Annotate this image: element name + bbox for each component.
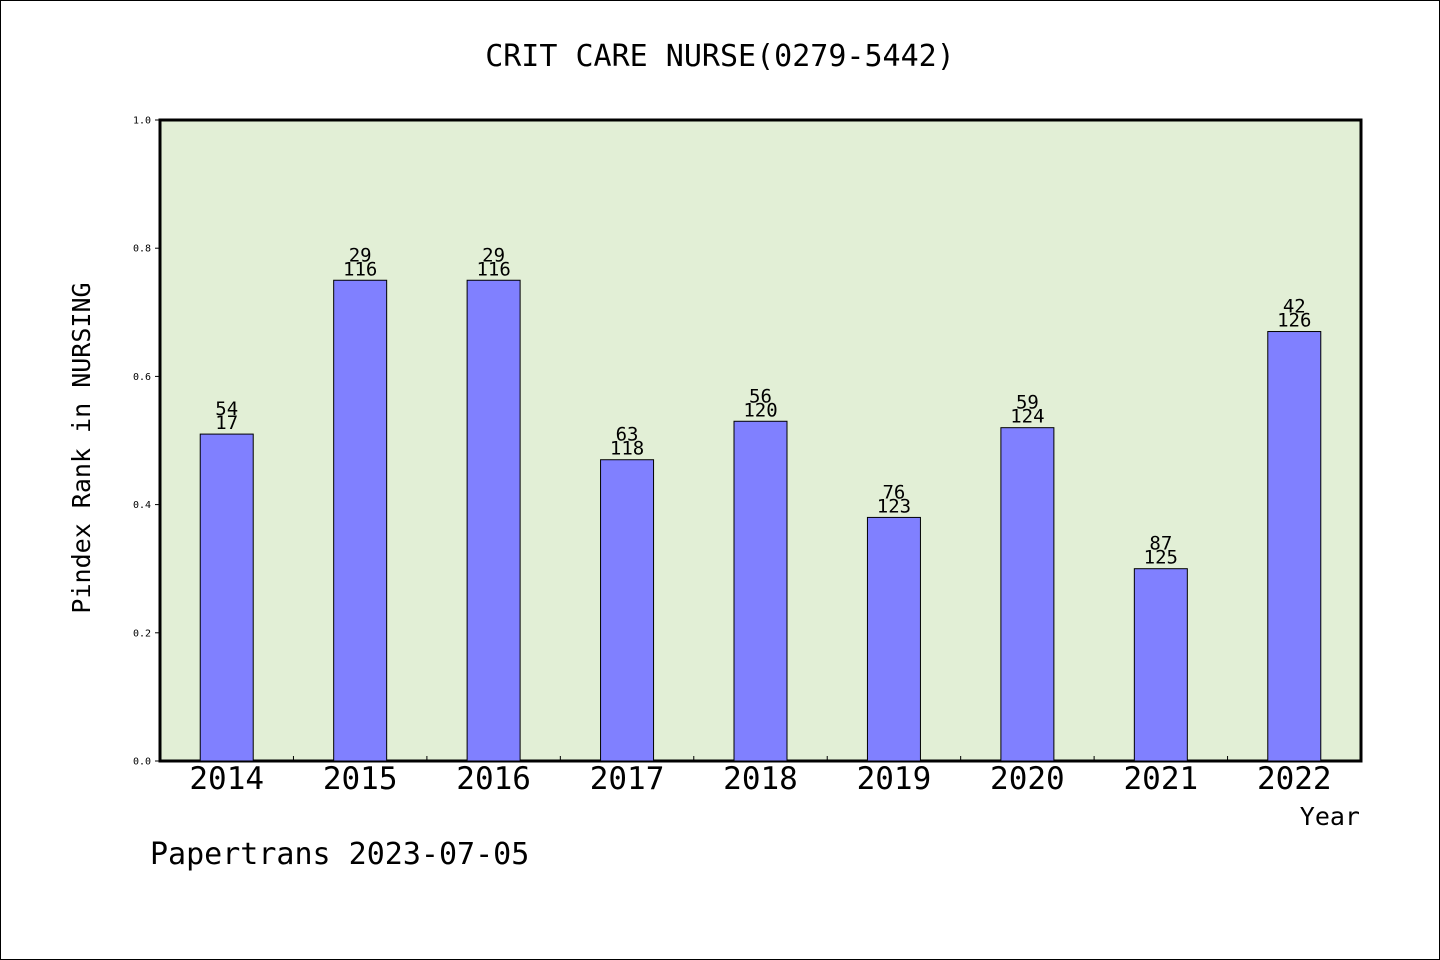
y-tick-label: 0.4	[133, 500, 151, 511]
x-axis-label: Year	[1300, 802, 1360, 831]
x-tick-label: 2019	[857, 761, 932, 797]
bar	[1000, 427, 1055, 762]
y-tick-label: 0.6	[133, 372, 151, 383]
x-tick-label: 2018	[723, 761, 798, 797]
bar	[1133, 568, 1188, 762]
y-tick-label: 0.0	[133, 757, 151, 768]
bar	[466, 279, 521, 762]
bar-total-label: 116	[476, 258, 510, 280]
bar	[600, 459, 655, 762]
x-tick-label: 2014	[189, 761, 264, 797]
bar	[1267, 331, 1322, 762]
bars	[199, 279, 1322, 762]
y-tick-label: 1.0	[133, 116, 151, 127]
x-tick-label: 2022	[1257, 761, 1332, 797]
x-tick-label: 2016	[456, 761, 531, 797]
bar-rank-label: 76	[882, 481, 905, 503]
bar-total-label: 125	[1144, 547, 1178, 569]
bar	[733, 420, 788, 762]
bar-rank-label: 56	[749, 385, 772, 407]
bar	[199, 433, 254, 762]
bar-total-label: 123	[877, 495, 911, 517]
bar-total-label: 124	[1010, 406, 1044, 428]
x-tick-label: 2021	[1124, 761, 1199, 797]
y-axis: 0.0 0.2 0.4 0.6 0.8 1.0	[133, 116, 160, 768]
bar	[333, 279, 388, 762]
x-tick-label: 2015	[323, 761, 398, 797]
x-tick-label: 2017	[590, 761, 665, 797]
chart-title: CRIT CARE NURSE(0279-5442)	[485, 39, 955, 74]
bar-rank-label: 63	[616, 424, 639, 446]
bar-rank-label: 59	[1016, 392, 1039, 414]
x-axis: 2014 2015 2016 2017 2018 2019 2020 2021 2022	[189, 756, 1332, 797]
bar-total-label: 120	[743, 399, 777, 421]
y-tick-label: 0.2	[133, 628, 151, 639]
bar-rank-label: 29	[482, 244, 505, 266]
bar-rank-label: 42	[1283, 296, 1306, 318]
y-tick-label: 0.8	[133, 244, 151, 255]
bar	[866, 516, 921, 762]
bar-total-label: 116	[343, 258, 377, 280]
data-labels: 5417291162911663118561207612359124871254…	[215, 244, 1311, 568]
bar-total-label: 118	[610, 438, 644, 460]
footer-credit: Papertrans 2023-07-05	[150, 837, 529, 872]
bar-rank-label: 54	[215, 398, 238, 420]
bar-rank-label: 87	[1149, 533, 1172, 555]
bar-rank-label: 29	[349, 244, 372, 266]
y-axis-label: Pindex Rank in NURSING	[67, 282, 96, 613]
x-tick-label: 2020	[990, 761, 1065, 797]
bar-total-label: 126	[1277, 310, 1311, 332]
bar-total-label: 17	[215, 412, 238, 434]
